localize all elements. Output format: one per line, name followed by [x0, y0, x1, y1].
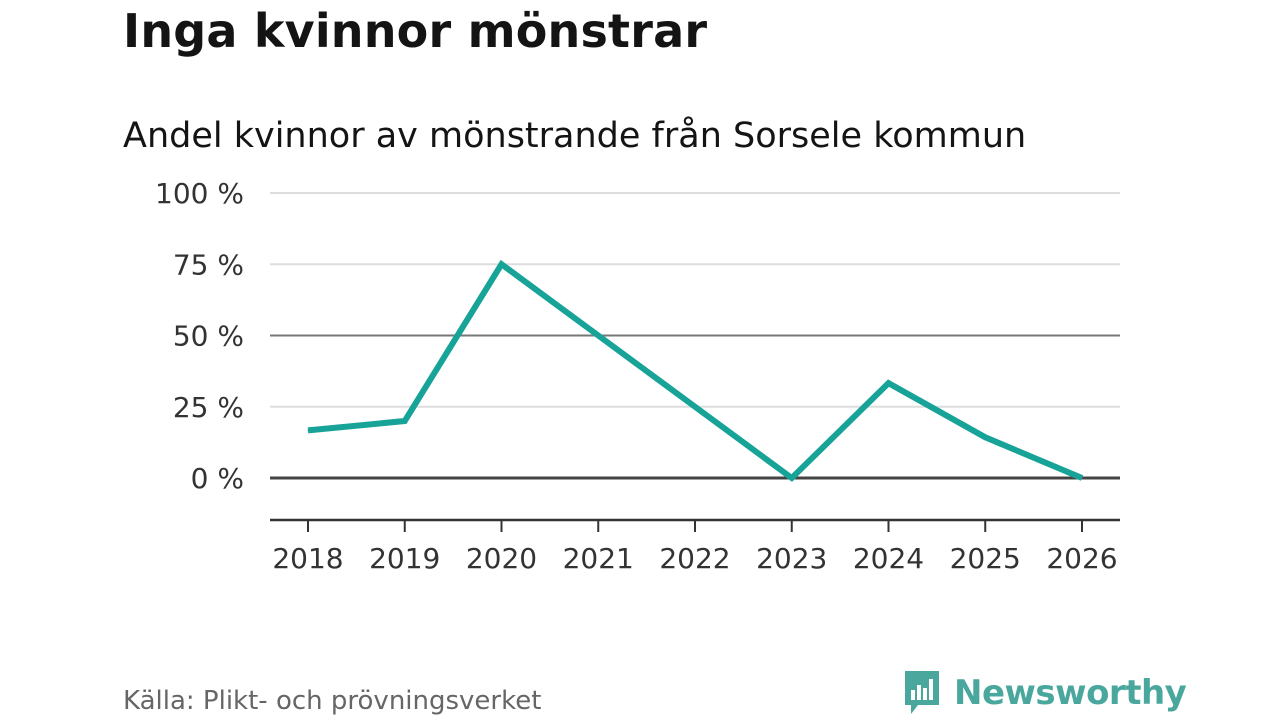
x-tick-label: 2022	[659, 542, 730, 575]
data-point-2019	[404, 420, 406, 422]
data-point-2020	[501, 263, 502, 265]
x-tick-label: 2021	[563, 542, 634, 575]
x-tick-label: 2019	[369, 542, 440, 575]
x-tick-label: 2024	[853, 542, 924, 575]
gridlines	[270, 192, 1120, 480]
y-tick-label: 50 %	[173, 320, 244, 353]
newsworthy-logo-icon	[905, 671, 939, 714]
x-tick-label: 2020	[466, 542, 537, 575]
y-axis-labels: 0 % 25 % 50 % 75 % 100 %	[155, 177, 244, 495]
series-line	[307, 259, 1084, 482]
data-point-2024	[888, 382, 889, 384]
y-tick-label: 75 %	[173, 248, 244, 281]
data-point-2025	[984, 436, 986, 438]
x-tick-label: 2026	[1046, 542, 1117, 575]
y-tick-label: 100 %	[155, 177, 244, 210]
x-axis: 2018 2019 2020 2021 2022 2023 2024 2025 2026	[270, 518, 1120, 575]
x-tick-label: 2023	[756, 542, 827, 575]
data-point-2021	[597, 335, 599, 336]
x-tick-label: 2018	[272, 542, 343, 575]
chart-subtitle: Andel kvinnor av mönstrande från Sorsele…	[123, 116, 1027, 156]
brand-name: Newsworthy	[954, 673, 1187, 713]
data-point-2026	[1081, 477, 1083, 479]
x-tick-label: 2025	[950, 542, 1021, 575]
series-layer	[307, 259, 1084, 482]
data-point-2022	[694, 406, 696, 408]
data-point-2018	[307, 429, 309, 431]
y-tick-label: 0 %	[191, 462, 244, 495]
data-point-2023	[791, 477, 793, 479]
chart-title: Inga kvinnor mönstrar	[123, 4, 708, 58]
brand-logo: Newsworthy	[902, 668, 1187, 718]
y-tick-label: 25 %	[173, 391, 244, 424]
source-note: Källa: Plikt- och prövningsverket	[123, 686, 542, 716]
